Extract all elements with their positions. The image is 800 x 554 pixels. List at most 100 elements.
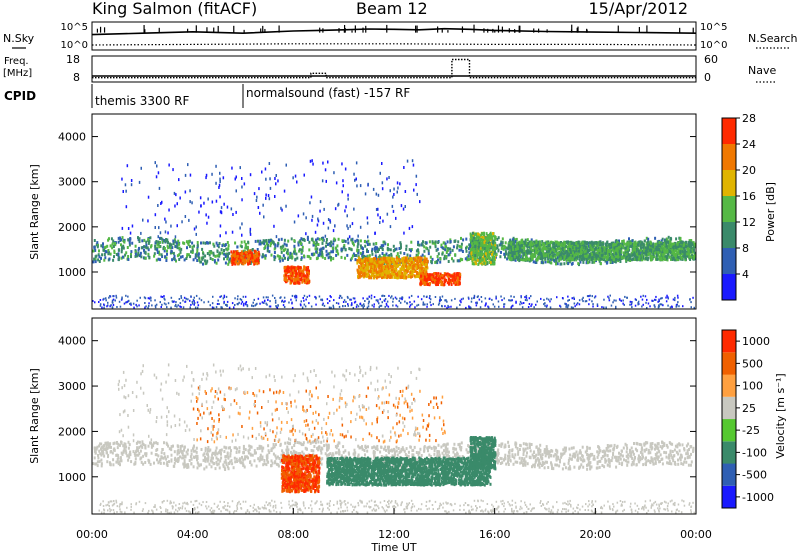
power-panel-cell bbox=[434, 260, 437, 264]
power-panel-cell bbox=[622, 256, 625, 260]
power-panel-cell bbox=[285, 243, 288, 247]
cpid-bar: CPID themis 3300 RF normalsound (fast) -… bbox=[4, 84, 410, 108]
power-panel-cell bbox=[327, 256, 330, 260]
power-panel-cell bbox=[668, 246, 671, 250]
power-panel-cell bbox=[488, 244, 491, 248]
power-panel-cell bbox=[544, 253, 547, 257]
power-panel-cell bbox=[654, 236, 657, 240]
power-panel-cell bbox=[476, 254, 479, 258]
power-panel-cell bbox=[130, 253, 132, 256]
power-panel-cell bbox=[190, 250, 193, 254]
freq-label: Freq. bbox=[4, 56, 29, 67]
power-panel-cell bbox=[359, 239, 362, 243]
power-panel-cell bbox=[365, 274, 368, 278]
power-panel-cell bbox=[488, 249, 491, 253]
power-panel-cell bbox=[117, 258, 120, 262]
power-panel-cell bbox=[617, 253, 620, 257]
power-panel-cell bbox=[562, 257, 565, 261]
power-panel-cell bbox=[477, 232, 480, 236]
power-panel-cell bbox=[231, 262, 234, 266]
power-panel-cell bbox=[678, 244, 681, 248]
power-panel-cell bbox=[404, 273, 406, 277]
power-panel-cell bbox=[106, 244, 109, 248]
power-panel-cell bbox=[631, 253, 634, 257]
power-panel-cell bbox=[361, 264, 364, 268]
power-panel-cell bbox=[437, 272, 440, 276]
power-panel-cell bbox=[159, 236, 161, 240]
power-panel-cell bbox=[240, 258, 243, 262]
power-panel-cell bbox=[672, 246, 675, 249]
power-panel-cell bbox=[420, 269, 423, 272]
power-panel-cell bbox=[471, 244, 474, 248]
power-panel-cell bbox=[500, 240, 503, 244]
power-panel-cell bbox=[688, 244, 691, 248]
power-panel-cell bbox=[332, 242, 335, 246]
power-panel-cell bbox=[650, 241, 652, 245]
power-panel-cell bbox=[255, 252, 258, 255]
power-panel-cell bbox=[658, 247, 660, 251]
power-panel-cell bbox=[542, 242, 545, 246]
power-panel-cell bbox=[558, 245, 561, 249]
power-panel-cell bbox=[642, 251, 645, 255]
power-panel-cell bbox=[297, 278, 300, 281]
power-panel-cell bbox=[418, 264, 421, 268]
power-panel-cell bbox=[101, 245, 104, 249]
power-panel-cell bbox=[370, 259, 373, 263]
power-panel-cell bbox=[504, 255, 506, 259]
power-panel-cell bbox=[244, 256, 247, 260]
power-panel-cell bbox=[625, 248, 628, 252]
power-panel-cell bbox=[244, 243, 247, 246]
power-panel-cell bbox=[426, 283, 429, 286]
power-panel-cell bbox=[420, 266, 423, 270]
power-panel-cell bbox=[237, 262, 240, 266]
power-panel-cell bbox=[669, 241, 671, 245]
power-panel-cell bbox=[283, 248, 285, 252]
power-panel-cell bbox=[440, 280, 442, 283]
power-panel-cell bbox=[563, 262, 566, 266]
power-panel-cell bbox=[633, 244, 636, 248]
power-panel-cell bbox=[472, 257, 475, 261]
power-panel-cell bbox=[417, 266, 420, 269]
power-panel-cell bbox=[156, 246, 159, 250]
power-panel-cell bbox=[185, 257, 188, 260]
power-panel-cell bbox=[690, 242, 693, 246]
power-panel-cell bbox=[242, 250, 245, 254]
power-panel-cell bbox=[530, 247, 533, 251]
power-panel-cell bbox=[402, 260, 405, 264]
power-panel-cell bbox=[447, 260, 450, 263]
power-panel-cell bbox=[380, 269, 383, 272]
power-panel-cell bbox=[436, 274, 439, 278]
power-panel-cell bbox=[627, 242, 630, 245]
power-panel-cell bbox=[433, 272, 436, 276]
power-panel-cell bbox=[124, 253, 127, 257]
power-panel-cell bbox=[228, 260, 231, 264]
power-panel-cell bbox=[390, 254, 393, 258]
power-panel-cell bbox=[689, 258, 692, 261]
power-panel-cell bbox=[351, 254, 354, 258]
power-panel-cell bbox=[471, 242, 473, 246]
power-panel-cell bbox=[645, 251, 647, 254]
power-panel-cell bbox=[206, 259, 209, 263]
power-panel-cell bbox=[458, 279, 461, 283]
power-panel-cell bbox=[481, 242, 484, 245]
power-panel-cell bbox=[422, 270, 425, 273]
power-panel-cell bbox=[555, 262, 557, 266]
power-panel-cell bbox=[140, 255, 143, 259]
power-panel-cell bbox=[690, 240, 693, 243]
power-panel-cell bbox=[387, 274, 390, 278]
power-panel-cell bbox=[284, 265, 287, 269]
power-panel-cell bbox=[549, 247, 552, 251]
power-panel-cell bbox=[283, 278, 286, 282]
power-panel-cell bbox=[286, 270, 289, 274]
power-panel-cell bbox=[553, 245, 556, 249]
power-panel-cell bbox=[633, 251, 636, 255]
power-panel-cell bbox=[665, 241, 668, 245]
power-panel-cell bbox=[619, 252, 621, 256]
power-panel-cell bbox=[385, 268, 388, 272]
power-panel-cell bbox=[460, 242, 463, 246]
power-panel-cell bbox=[290, 265, 293, 269]
power-panel-cell bbox=[293, 280, 296, 284]
power-panel-cell bbox=[146, 246, 149, 250]
power-panel-cell bbox=[611, 256, 614, 260]
power-panel-cell bbox=[629, 256, 632, 260]
